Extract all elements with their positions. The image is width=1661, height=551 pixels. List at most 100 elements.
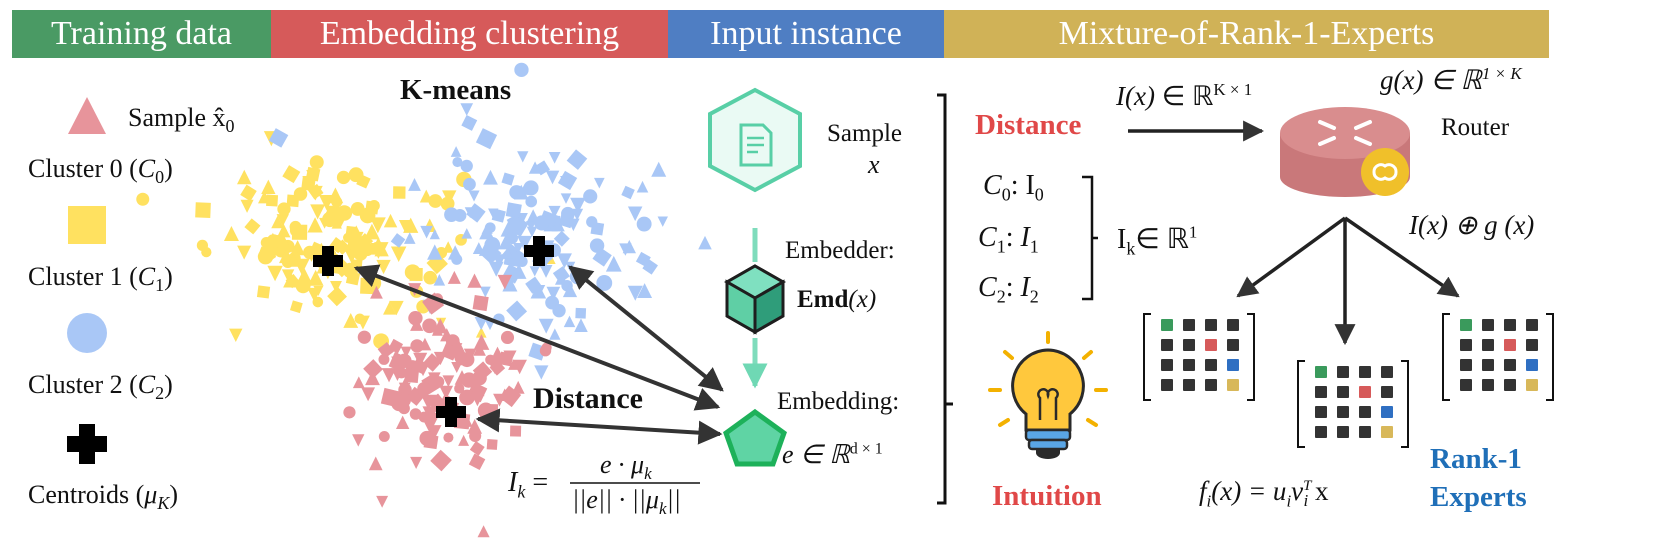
cluster2-point [483, 169, 498, 185]
cluster1-point [309, 155, 324, 170]
ix-in: ∈ ℝ [1161, 81, 1214, 111]
legend-cluster1-label: Cluster 1 ( [28, 262, 138, 291]
embedding-label: Embedding: [777, 388, 900, 415]
cluster2-point [522, 183, 534, 196]
ix-main: I(x) [1116, 81, 1155, 111]
row0-rhs: I [1025, 170, 1035, 201]
legend-sample-triangle [68, 97, 106, 134]
input-sample-label: Sample [827, 120, 902, 147]
cluster1-point [404, 264, 421, 281]
cluster2-point [525, 195, 538, 208]
cluster0-point [447, 270, 461, 284]
ik-sup: 1 [1188, 222, 1198, 242]
cluster0-point [343, 406, 356, 419]
cluster2-point [560, 193, 572, 204]
cluster2-point [627, 206, 643, 222]
expert-matrix-1 [1143, 313, 1255, 401]
legend-sample-sub: 0 [225, 116, 235, 137]
fi-formula: fi(x) = uivTi x [1199, 476, 1328, 511]
cluster1-point [334, 239, 351, 255]
cluster2-point [475, 128, 498, 150]
cluster2-point [429, 228, 440, 240]
mixture-row-1: C1: I1 [978, 222, 1039, 257]
formula-den-sub: k [658, 499, 667, 519]
matrix-cell [1337, 426, 1349, 438]
cluster2-point [698, 235, 712, 250]
mixture-distance-title: Distance [975, 109, 1082, 141]
matrix-cell [1183, 359, 1195, 371]
cluster2-point [539, 264, 553, 278]
cluster1-point [327, 286, 347, 307]
matrix-cell [1482, 319, 1494, 331]
matrix-cell [1359, 406, 1371, 418]
cluster0-point [352, 376, 365, 389]
cluster0-point [368, 456, 383, 471]
matrix-cell [1161, 359, 1173, 371]
legend-cluster1-sym: C [137, 262, 156, 291]
cluster2-point [529, 266, 540, 277]
matrix-cell [1315, 386, 1327, 398]
cluster2-point [450, 146, 462, 157]
cluster0-point [395, 415, 410, 430]
cluster1-point [258, 190, 271, 204]
cluster2-point [498, 234, 514, 250]
matrix-cell [1205, 339, 1217, 351]
cluster1-point [324, 205, 336, 217]
cluster2-point [466, 203, 486, 223]
cluster2-point [484, 237, 501, 253]
cluster2-point [549, 328, 561, 340]
row2-c: C [978, 272, 997, 303]
cluster1-point [390, 246, 407, 263]
fi-end: x [1314, 476, 1329, 506]
cluster1-point [267, 265, 283, 282]
legend-cluster0-sym: C [137, 154, 156, 183]
cluster2-point [534, 215, 550, 231]
cluster1-point [237, 245, 252, 260]
cluster2-point [505, 202, 522, 219]
matrix-cell [1183, 339, 1195, 351]
cluster1-point [305, 166, 321, 182]
fi-f: f [1199, 476, 1207, 506]
legend-sample-symbol: x̂ [212, 103, 226, 132]
legend-cluster0-label: Cluster 0 ( [28, 154, 138, 183]
cluster2-point [592, 247, 612, 267]
matrix-cell [1482, 339, 1494, 351]
cluster1-point [369, 217, 386, 234]
cluster2-point [525, 221, 537, 232]
cluster1-point [201, 246, 212, 258]
cluster1-point [336, 170, 351, 185]
cluster0-point [443, 432, 454, 443]
cluster1-point [307, 217, 323, 233]
formula-denominator: ||e|| · ||μk|| [572, 485, 681, 519]
cluster2-point [534, 365, 549, 380]
cluster2-point [517, 151, 529, 163]
cluster1-point [195, 202, 211, 218]
cluster2-point [514, 62, 529, 78]
cluster2-point [460, 103, 474, 116]
cluster1-point [440, 196, 455, 211]
cluster2-point [590, 221, 605, 236]
cluster1-point [244, 218, 261, 235]
legend-cluster2-sub: 2 [155, 383, 165, 404]
matrix-cell [1504, 379, 1516, 391]
row0-sub: 0 [1001, 184, 1011, 205]
legend-cluster1-sub: 1 [155, 275, 165, 296]
formula-lhs-i: I [508, 467, 518, 498]
cluster2-point [488, 261, 504, 277]
emd-label: Emd(x) [797, 286, 876, 314]
cluster0-point [352, 434, 365, 447]
router-label: Router [1441, 114, 1510, 141]
cluster2-point [567, 218, 580, 232]
experts-line1: Rank-1 [1430, 443, 1522, 475]
cluster1-point [281, 269, 295, 282]
cluster0-point [477, 525, 490, 538]
ik-rest: ∈ ℝ [1135, 224, 1189, 255]
cluster0-point [467, 273, 482, 288]
cluster0-point [397, 353, 412, 369]
cluster1-point [312, 296, 324, 308]
matrix-left-bracket [1442, 313, 1450, 401]
cluster0-point [473, 334, 490, 350]
cluster0-point [468, 453, 486, 471]
matrix-cell [1381, 426, 1393, 438]
matrix-cell [1337, 366, 1349, 378]
